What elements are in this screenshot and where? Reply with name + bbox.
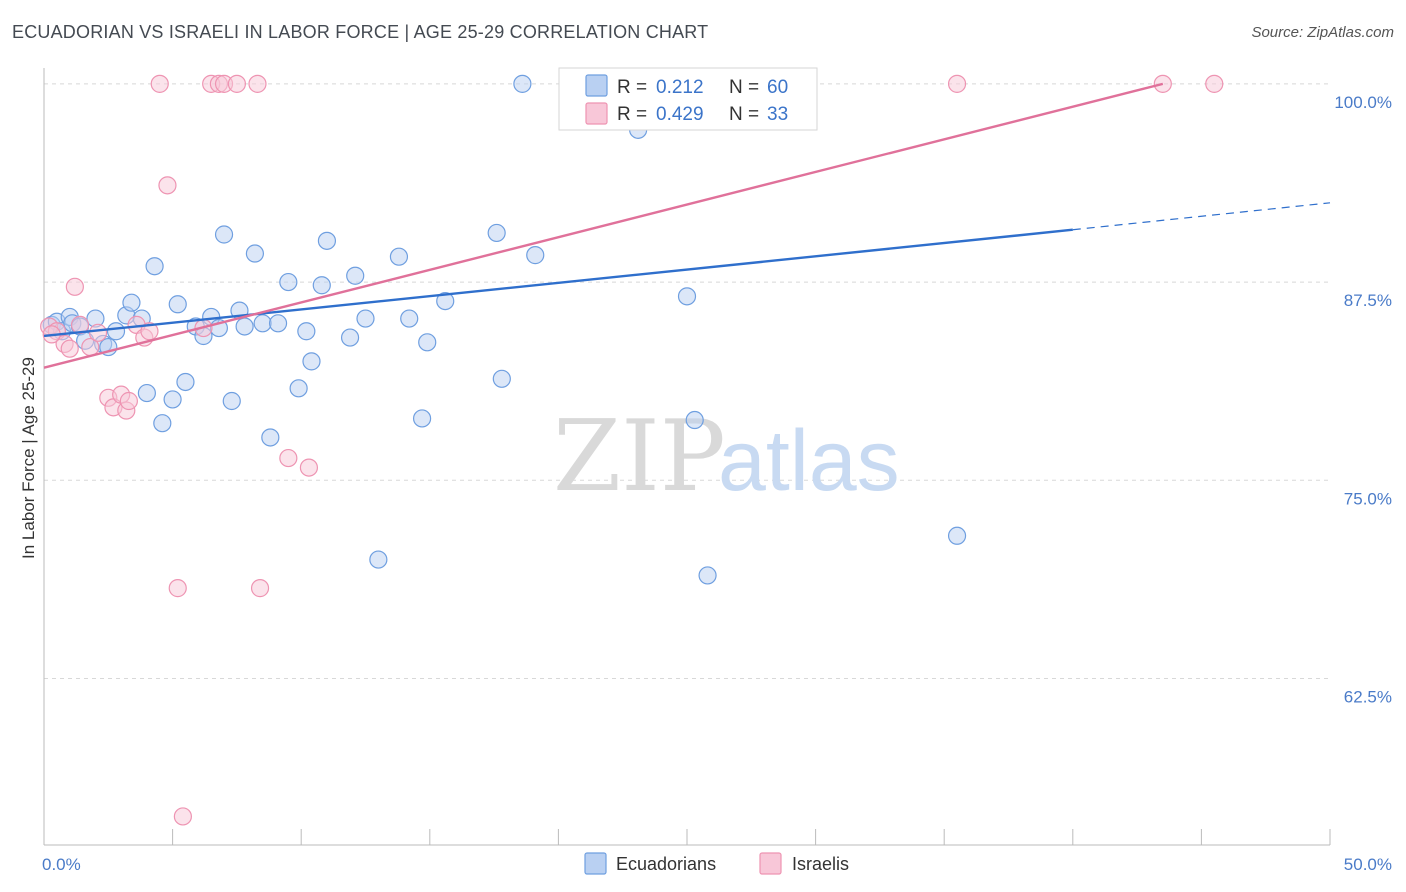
ecuadorian-point-57 xyxy=(698,566,717,585)
ecuadorian-point-32 xyxy=(279,272,298,292)
ecuadorian-point-59 xyxy=(947,526,967,545)
ecuadorian-point-12 xyxy=(122,293,141,312)
ecuadorian-point-16 xyxy=(153,414,172,433)
ecuadorian-point-44 xyxy=(412,409,432,428)
tick-labels: 100.0% 87.5% 75.0% 62.5% 0.0% 50.0% xyxy=(42,93,1392,874)
ecuadorian-point-10 xyxy=(106,322,126,341)
grid-layer xyxy=(44,83,1330,679)
israeli-point-31 xyxy=(1205,74,1224,93)
ecuadorian-point-47 xyxy=(487,223,506,243)
ecuadorian-point-25 xyxy=(222,391,241,411)
bottom-legend-swatch-israelis xyxy=(759,852,782,875)
ecuadorian-point-43 xyxy=(400,309,419,328)
legend-r-value-2: 0.429 xyxy=(656,104,704,125)
y-tick-label-3: 62.5% xyxy=(1344,688,1392,707)
israeli-point-12 xyxy=(119,391,138,411)
israeli-point-29 xyxy=(947,74,967,93)
legend-n-label-2: N = xyxy=(729,104,759,125)
ecuadorian-point-28 xyxy=(245,244,265,263)
ecuadorian-point-46 xyxy=(436,292,455,311)
bottom-legend: Ecuadorians Israelis xyxy=(584,852,849,875)
legend-swatch-israelis xyxy=(585,102,608,125)
y-tick-label-2: 75.0% xyxy=(1344,489,1392,508)
ecuadorian-trend-extension xyxy=(1072,202,1331,231)
bottom-legend-israelis: Israelis xyxy=(792,854,849,874)
ecuadorian-point-34 xyxy=(297,322,316,341)
israeli-point-27 xyxy=(279,448,298,468)
watermark-atlas: atlas xyxy=(718,413,900,509)
ecuadorian-point-55 xyxy=(677,287,697,306)
legend-swatch-ecuadorians xyxy=(585,74,608,97)
y-axis-title: In Labor Force | Age 25-29 xyxy=(19,357,38,559)
ecuadorian-point-17 xyxy=(163,390,182,409)
israeli-point-7 xyxy=(88,323,108,342)
ecuadorian-point-35 xyxy=(302,352,321,371)
ecuadorian-point-29 xyxy=(253,314,272,333)
israeli-point-28 xyxy=(299,458,319,477)
ecuadorian-point-30 xyxy=(261,428,280,447)
chart-source: Source: ZipAtlas.com xyxy=(1251,24,1394,41)
points-layer xyxy=(40,74,1224,826)
ecuadorian-point-15 xyxy=(145,257,164,276)
x-tick-label-1: 50.0% xyxy=(1344,855,1392,874)
ecuadorian-point-50 xyxy=(526,246,545,265)
ecuadorian-point-33 xyxy=(289,379,308,398)
israeli-point-26 xyxy=(250,579,270,598)
legend-n-value-1: 60 xyxy=(767,77,788,98)
bottom-legend-ecuadorians: Ecuadorians xyxy=(616,854,716,874)
israeli-point-18 xyxy=(168,579,187,598)
legend-n-label-1: N = xyxy=(729,77,759,98)
israeli-point-4 xyxy=(65,277,84,296)
ecuadorian-point-40 xyxy=(356,309,375,328)
israeli-point-17 xyxy=(158,176,177,195)
ecuadorian-point-27 xyxy=(235,317,254,336)
israeli-point-19 xyxy=(173,807,192,826)
top-legend: R = 0.212 N = 60 R = 0.429 N = 33 xyxy=(558,67,818,131)
israeli-point-3 xyxy=(60,339,79,358)
trend-lines xyxy=(43,82,1331,369)
ecuadorian-point-56 xyxy=(685,410,704,430)
ecuadorian-point-37 xyxy=(317,231,337,250)
ecuadorian-point-18 xyxy=(168,295,187,314)
y-tick-label-1: 87.5% xyxy=(1344,291,1392,310)
ecuadorian-point-24 xyxy=(214,225,234,244)
bottom-legend-swatch-ecuadorians xyxy=(584,852,607,875)
israeli-point-16 xyxy=(150,74,169,93)
ecuadorian-point-39 xyxy=(346,266,365,285)
watermark: ZIP atlas xyxy=(553,400,900,514)
ecuadorian-point-49 xyxy=(513,74,532,93)
y-tick-label-0: 100.0% xyxy=(1334,93,1392,112)
legend-r-value-1: 0.212 xyxy=(656,77,704,98)
axes-layer xyxy=(43,68,1331,846)
ecuadorian-point-19 xyxy=(176,372,195,392)
legend-r-label-1: R = xyxy=(617,77,647,98)
israeli-point-25 xyxy=(248,74,267,93)
legend-n-value-2: 33 xyxy=(767,104,788,125)
ecuadorian-trend-line xyxy=(43,228,1073,338)
legend-r-label-2: R = xyxy=(617,104,647,125)
ecuadorian-point-38 xyxy=(340,328,360,347)
israeli-point-24 xyxy=(227,74,246,93)
ecuadorian-point-45 xyxy=(418,333,437,352)
ecuadorian-point-31 xyxy=(268,314,288,333)
ecuadorian-point-36 xyxy=(312,276,331,295)
ecuadorian-point-48 xyxy=(492,369,511,388)
ecuadorian-point-14 xyxy=(137,383,156,403)
ecuadorian-point-41 xyxy=(369,550,388,569)
chart-title: ECUADORIAN VS ISRAELI IN LABOR FORCE | A… xyxy=(12,22,709,42)
x-tick-label-0: 0.0% xyxy=(42,855,81,874)
ecuadorian-point-42 xyxy=(389,247,409,266)
israeli-trend-line xyxy=(43,82,1164,369)
